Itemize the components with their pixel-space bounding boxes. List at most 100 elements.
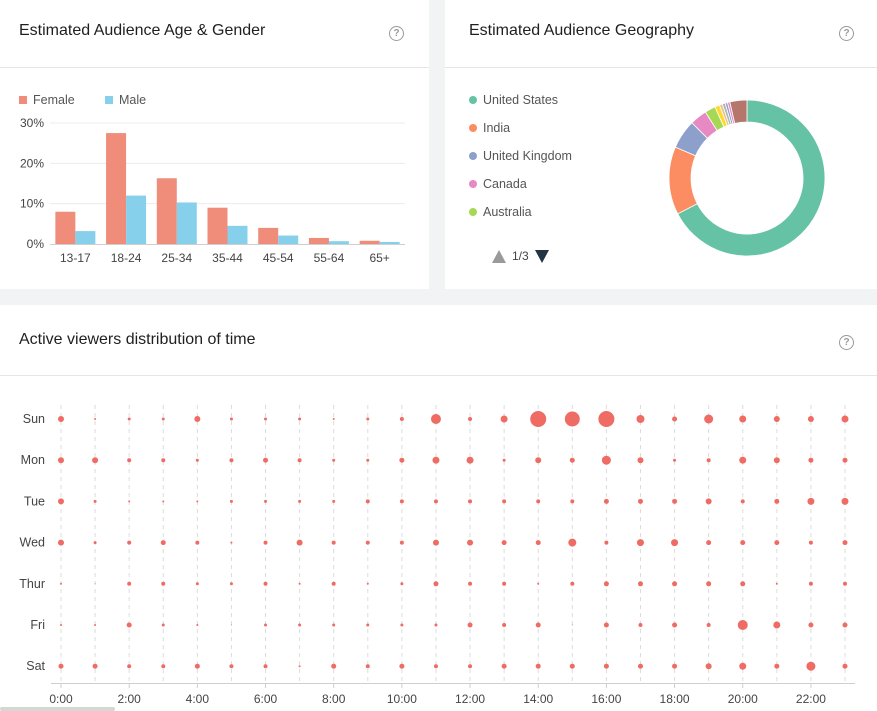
legend-item[interactable]: United Kingdom bbox=[469, 149, 572, 163]
x-tick-label: 65+ bbox=[369, 251, 389, 265]
legend-label: India bbox=[483, 121, 511, 135]
activity-dot bbox=[161, 417, 165, 421]
activity-dot bbox=[598, 411, 615, 427]
x-tick-label: 18:00 bbox=[660, 692, 690, 706]
x-tick-label: 14:00 bbox=[523, 692, 553, 706]
x-tick-label: 4:00 bbox=[186, 692, 210, 706]
activity-dot bbox=[195, 458, 199, 462]
day-label: Fri bbox=[30, 618, 45, 632]
activity-dot bbox=[58, 663, 64, 669]
activity-dot bbox=[332, 458, 336, 462]
activity-dot bbox=[570, 499, 575, 504]
activity-dot bbox=[94, 418, 97, 420]
time-distribution-panel: Active viewers distribution of time ? Su… bbox=[0, 305, 877, 711]
legend-male[interactable]: Male bbox=[105, 93, 146, 107]
activity-dot bbox=[739, 456, 747, 464]
x-tick-label: 2:00 bbox=[117, 692, 141, 706]
activity-dot bbox=[536, 499, 541, 504]
activity-dot bbox=[564, 411, 580, 427]
activity-dot bbox=[807, 497, 815, 505]
activity-dot bbox=[194, 416, 201, 422]
activity-dot bbox=[808, 457, 814, 463]
legend-item[interactable]: Australia bbox=[469, 205, 532, 219]
activity-dot bbox=[399, 457, 405, 463]
activity-dot bbox=[263, 581, 268, 586]
age-gender-title: Estimated Audience Age & Gender bbox=[19, 22, 266, 39]
activity-dot bbox=[808, 540, 813, 545]
activity-dot bbox=[296, 539, 303, 546]
activity-dot bbox=[229, 664, 234, 669]
activity-dot bbox=[400, 582, 404, 586]
activity-dot bbox=[229, 582, 233, 586]
bar-female bbox=[258, 227, 279, 244]
activity-dot bbox=[467, 539, 474, 546]
help-icon[interactable]: ? bbox=[839, 26, 854, 41]
activity-dot bbox=[92, 457, 99, 464]
time-distribution-header: Active viewers distribution of time ? bbox=[0, 305, 877, 376]
activity-dot bbox=[195, 582, 199, 586]
x-tick-label: 55-64 bbox=[314, 251, 345, 265]
legend-male-label: Male bbox=[119, 93, 147, 107]
activity-dot bbox=[603, 581, 609, 587]
activity-dot bbox=[773, 457, 780, 464]
activity-dot bbox=[535, 663, 541, 669]
legend-item[interactable]: India bbox=[469, 121, 510, 135]
help-icon[interactable]: ? bbox=[389, 26, 404, 41]
activity-dot bbox=[842, 540, 848, 546]
activity-dot bbox=[365, 540, 370, 545]
activity-dot bbox=[366, 417, 370, 421]
page-up-icon[interactable] bbox=[492, 249, 506, 263]
activity-dot bbox=[264, 499, 268, 503]
activity-dot bbox=[332, 623, 336, 627]
x-tick-label: 45-54 bbox=[263, 251, 294, 265]
bar-female bbox=[106, 133, 127, 244]
legend-label: Australia bbox=[483, 205, 532, 219]
activity-dot bbox=[58, 457, 64, 464]
activity-dot bbox=[672, 416, 678, 422]
activity-dot bbox=[93, 499, 97, 503]
bar-male bbox=[176, 202, 197, 244]
legend-dot bbox=[469, 124, 477, 132]
legend-dot bbox=[469, 208, 477, 216]
help-icon[interactable]: ? bbox=[839, 335, 854, 350]
activity-dot bbox=[502, 581, 507, 586]
activity-dot bbox=[604, 540, 609, 545]
activity-dot bbox=[569, 457, 575, 463]
activity-dot bbox=[196, 500, 199, 503]
horizontal-scrollbar[interactable] bbox=[0, 707, 115, 711]
legend-female[interactable]: Female bbox=[19, 93, 75, 107]
activity-dot bbox=[298, 582, 301, 585]
activity-dot bbox=[58, 539, 64, 546]
activity-dot bbox=[298, 417, 302, 421]
bar-female bbox=[156, 178, 177, 244]
activity-dot bbox=[94, 624, 97, 626]
legend-label: United States bbox=[483, 93, 559, 107]
activity-dot bbox=[705, 498, 712, 505]
activity-dot bbox=[537, 582, 540, 585]
activity-dot bbox=[92, 663, 98, 669]
activity-dot bbox=[434, 623, 438, 627]
activity-dot bbox=[331, 540, 336, 545]
y-tick-label: 30% bbox=[20, 116, 44, 130]
legend-dot bbox=[469, 152, 477, 160]
legend-item[interactable]: Canada bbox=[469, 177, 527, 191]
activity-dot bbox=[637, 663, 643, 669]
page-down-icon[interactable] bbox=[534, 249, 549, 263]
activity-dot bbox=[737, 620, 748, 630]
activity-dot bbox=[571, 624, 573, 626]
activity-dot bbox=[331, 663, 337, 669]
activity-dot bbox=[230, 624, 232, 626]
activity-dot bbox=[502, 623, 507, 627]
age-gender-bar-chart: 0% 10% 20% 30% 13-17 18-24 25-34 35-44 45-54 55-6… bbox=[20, 116, 405, 265]
activity-dot bbox=[263, 540, 268, 545]
day-label: Tue bbox=[24, 494, 45, 508]
activity-dot bbox=[433, 664, 438, 669]
legend-item[interactable]: United States bbox=[469, 93, 558, 107]
activity-dot bbox=[195, 540, 200, 545]
activity-dot bbox=[842, 457, 848, 463]
activity-dot bbox=[673, 458, 677, 462]
activity-dot bbox=[636, 415, 645, 423]
bar-female bbox=[55, 211, 76, 244]
legend-label: United Kingdom bbox=[483, 149, 572, 163]
activity-dot bbox=[672, 581, 678, 587]
